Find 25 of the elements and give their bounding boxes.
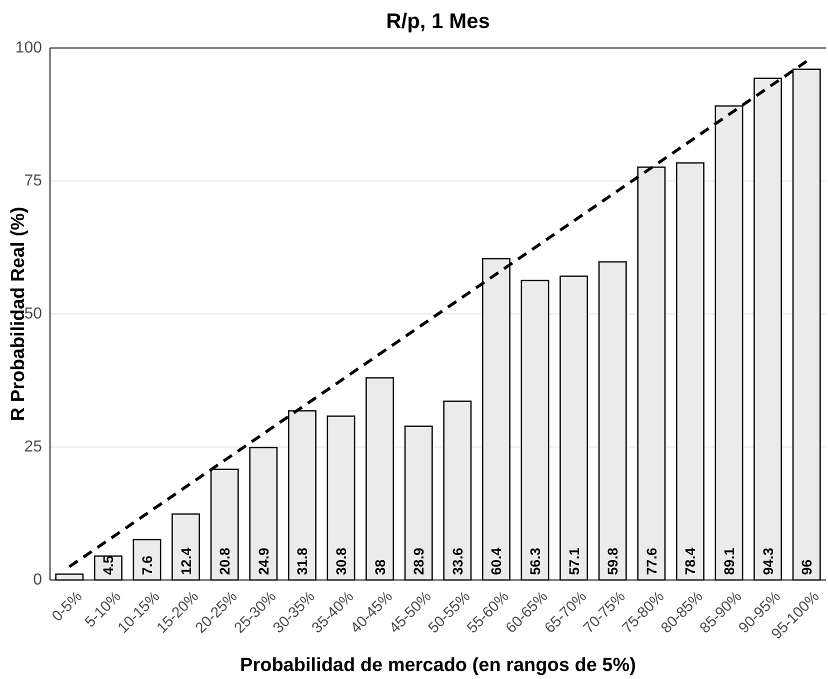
data-label: 30.8 xyxy=(333,548,349,575)
y-tick-label: 100 xyxy=(15,40,42,56)
x-axis-title: Probabilidad de mercado (en rangos de 5%) xyxy=(240,655,636,676)
data-label: 77.6 xyxy=(643,548,660,575)
data-label: 28.9 xyxy=(410,548,427,575)
data-label: 57.1 xyxy=(566,548,582,575)
data-label: 60.4 xyxy=(488,548,504,575)
data-label: 7.6 xyxy=(139,555,155,575)
data-label: 38 xyxy=(372,559,388,575)
data-label: 94.3 xyxy=(760,548,776,575)
data-label: 96 xyxy=(798,559,815,575)
data-label: 78.4 xyxy=(682,548,698,575)
data-label: 56.3 xyxy=(527,548,543,575)
data-label: 33.6 xyxy=(449,548,466,575)
y-tick-label: 0 xyxy=(33,572,42,588)
data-label: 89.1 xyxy=(721,548,737,575)
data-label: 31.8 xyxy=(294,548,310,575)
y-tick-label: 25 xyxy=(24,438,42,456)
data-label: 20.8 xyxy=(216,548,233,575)
chart-title: R/p, 1 Mes xyxy=(386,10,490,33)
data-label: 4.5 xyxy=(100,555,116,575)
data-label: 24.9 xyxy=(255,548,272,575)
data-label: 12.4 xyxy=(178,548,194,575)
y-tick-label: 75 xyxy=(24,172,42,190)
data-label: 59.8 xyxy=(604,548,621,575)
